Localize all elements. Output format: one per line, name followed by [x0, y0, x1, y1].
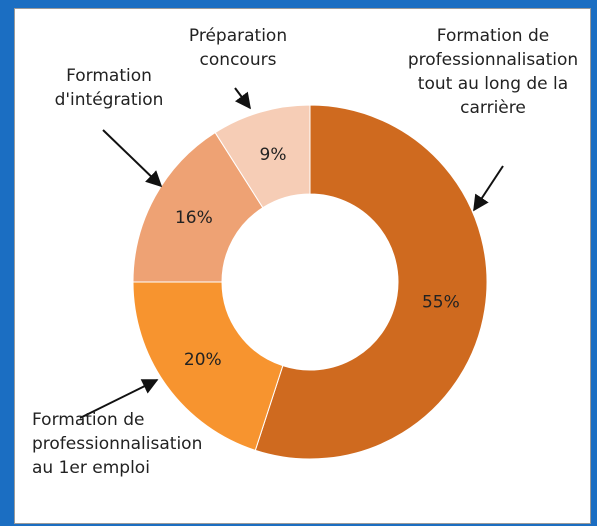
category-label: Formation de professionnalisation tout a…	[407, 26, 579, 118]
arrow	[79, 379, 159, 419]
donut-segment	[132, 281, 284, 451]
data-label: 20%	[184, 350, 222, 370]
category-label: Formation d'intégration	[54, 66, 164, 110]
arrow	[102, 129, 163, 188]
data-label: 9%	[260, 145, 287, 165]
donut-segment	[214, 104, 311, 209]
donut-segment	[132, 131, 264, 283]
arrow	[473, 165, 504, 212]
category-label: Préparation concours	[188, 26, 288, 70]
data-label: 55%	[422, 293, 460, 313]
arrow	[234, 87, 251, 110]
data-label: 16%	[175, 208, 213, 228]
donut-segment	[254, 104, 488, 460]
category-label: Formation de professionnalisation au 1er…	[32, 410, 203, 478]
arrows	[79, 87, 504, 419]
